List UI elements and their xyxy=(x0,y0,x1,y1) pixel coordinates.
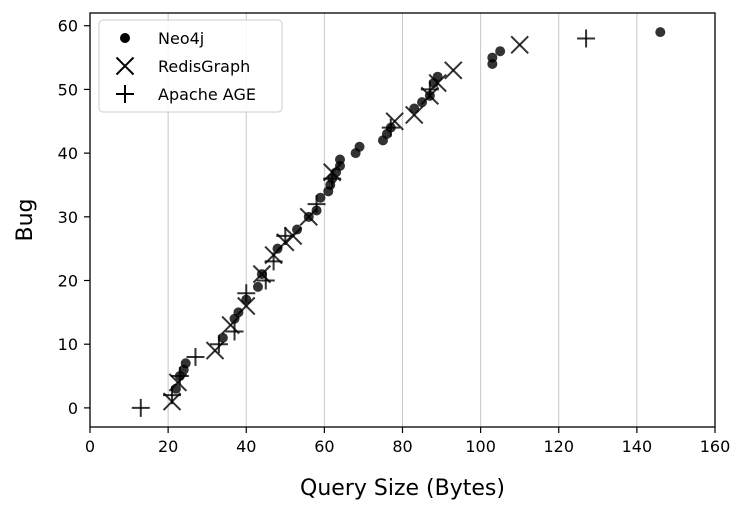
neo4j-point xyxy=(252,281,263,292)
y-tick-label: 10 xyxy=(58,335,78,354)
legend-marker-apache-age xyxy=(116,85,134,103)
legend-label-neo4j: Neo4j xyxy=(158,29,204,48)
legend-marker-redisgraph xyxy=(115,56,135,76)
redisgraph-point-stroke xyxy=(510,35,529,55)
axis-ticks: 0 20 40 60 80 100 120 140 160 0 10 20 30 40 50 60 xyxy=(58,17,731,456)
apache-age-point xyxy=(420,80,439,99)
y-tick-label: 60 xyxy=(58,17,78,36)
x-axis-label: Query Size (Bytes) xyxy=(300,476,505,501)
legend-label-redisgraph: RedisGraph xyxy=(158,57,250,76)
neo4j-point xyxy=(354,141,365,152)
apache-age-point xyxy=(225,322,244,341)
neo4j-point xyxy=(217,332,228,343)
apache-age-point xyxy=(381,118,400,137)
apache-age-point xyxy=(163,386,182,405)
apache-age-point xyxy=(186,347,205,366)
x-tick-label: 0 xyxy=(85,437,95,456)
redisgraph-point-stroke xyxy=(299,207,318,227)
x-tick-label: 20 xyxy=(158,437,178,456)
neo4j-point xyxy=(315,192,326,203)
neo4j-point xyxy=(180,358,191,369)
x-tick-label: 160 xyxy=(700,437,731,456)
neo4j-point xyxy=(655,27,666,38)
data-points xyxy=(131,27,666,417)
neo4j-point xyxy=(495,46,506,57)
redisgraph-point-stroke xyxy=(237,296,256,316)
apache-age-point xyxy=(131,398,150,417)
neo4j-point xyxy=(272,243,283,254)
apache-age-point xyxy=(209,335,228,354)
legend: Neo4j RedisGraph Apache AGE xyxy=(98,19,283,113)
redisgraph-point xyxy=(237,296,256,316)
apache-age-point xyxy=(323,169,342,188)
redisgraph-point xyxy=(299,207,318,227)
x-tick-label: 100 xyxy=(465,437,496,456)
neo4j-point xyxy=(292,224,303,235)
legend-box xyxy=(98,19,283,113)
redisgraph-point-stroke xyxy=(444,61,463,80)
neo4j-point xyxy=(417,97,428,108)
apache-age-point xyxy=(256,271,275,290)
neo4j-point xyxy=(335,154,345,165)
neo4j-point xyxy=(233,307,244,318)
y-tick-label: 20 xyxy=(58,272,78,291)
neo4j-point xyxy=(487,52,498,63)
redisgraph-point xyxy=(405,105,424,125)
y-tick-label: 30 xyxy=(58,208,78,227)
redisgraph-point-stroke xyxy=(221,315,240,335)
legend-label-apache-age: Apache AGE xyxy=(158,85,256,104)
apache-age-point xyxy=(264,252,283,271)
legend-marker-redisgraph-stroke xyxy=(115,56,135,76)
apache-age-point xyxy=(276,226,295,245)
legend-marker-neo4j xyxy=(120,33,130,43)
redisgraph-point-stroke xyxy=(252,264,272,284)
x-tick-label: 60 xyxy=(314,437,334,456)
apache-age-point xyxy=(307,195,326,214)
redisgraph-point xyxy=(444,61,463,80)
apache-age-point xyxy=(577,29,596,48)
x-tick-label: 120 xyxy=(543,437,574,456)
apache-age-point xyxy=(170,367,189,386)
y-tick-label: 40 xyxy=(58,144,78,163)
redisgraph-point xyxy=(510,35,529,55)
redisgraph-point-stroke xyxy=(405,105,424,125)
y-tick-label: 50 xyxy=(58,80,78,99)
x-tick-label: 40 xyxy=(236,437,256,456)
apache-age-point xyxy=(237,284,256,303)
x-tick-label: 140 xyxy=(622,437,653,456)
y-tick-label: 0 xyxy=(68,399,78,418)
y-axis-label: Bug xyxy=(13,198,38,241)
x-tick-label: 80 xyxy=(392,437,412,456)
